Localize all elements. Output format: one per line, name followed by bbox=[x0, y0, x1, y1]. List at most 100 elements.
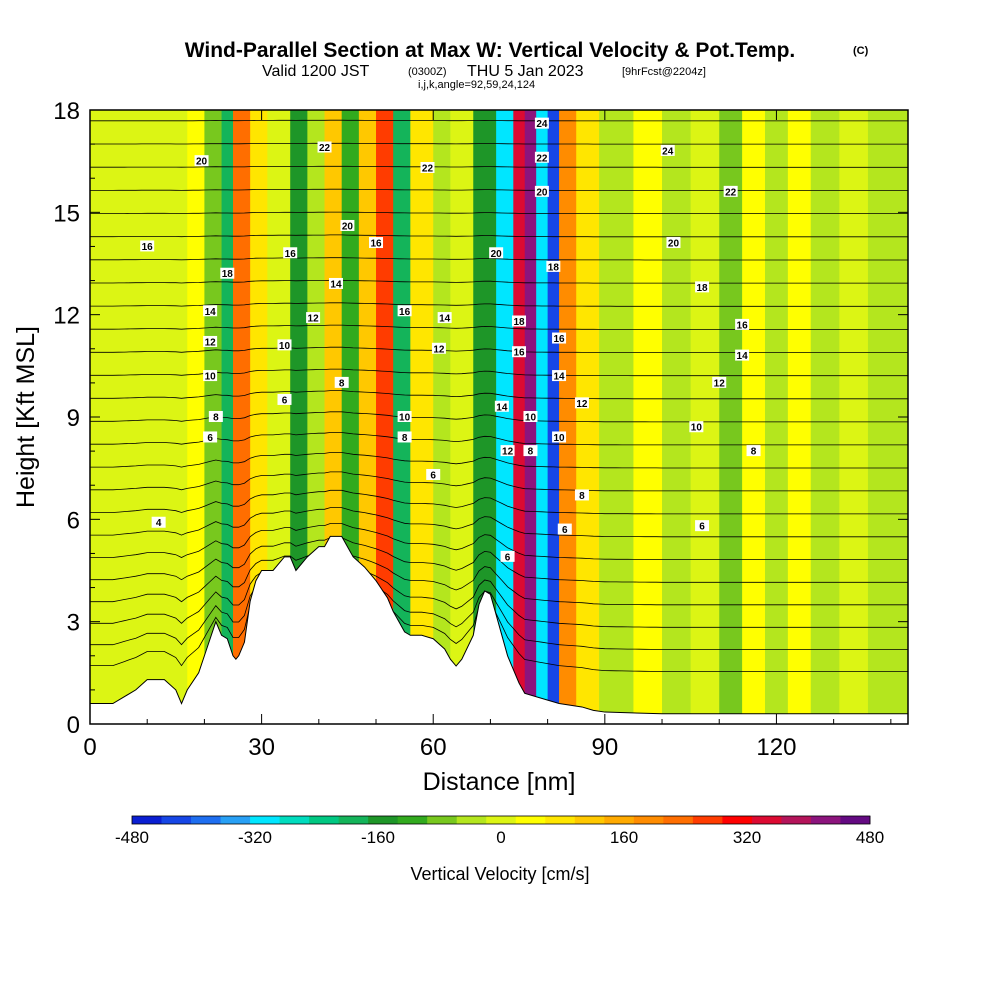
contour-label-bg bbox=[695, 281, 710, 293]
contour-label-bg bbox=[489, 247, 504, 259]
contour-label-text: 10 bbox=[554, 433, 566, 444]
contour-label-text: 24 bbox=[662, 146, 674, 157]
contour-label-text: 18 bbox=[222, 269, 234, 280]
isentrope-line-1 bbox=[90, 564, 908, 650]
x-tick-label: 0 bbox=[83, 734, 96, 761]
contour-label-text: 18 bbox=[548, 262, 560, 273]
contour-label-51: 6 bbox=[695, 520, 710, 533]
contour-label-text: 14 bbox=[439, 314, 451, 325]
valid-time-utc: (0300Z) bbox=[408, 66, 447, 78]
contour-label-16: 14 bbox=[328, 277, 343, 290]
contour-label-31: 14 bbox=[552, 370, 567, 383]
contour-label-text: 12 bbox=[576, 399, 588, 410]
contour-label-text: 8 bbox=[528, 447, 534, 458]
contour-label-bg bbox=[557, 523, 572, 535]
contour-label-7: 22 bbox=[723, 185, 738, 198]
contour-label-1: 22 bbox=[317, 141, 332, 154]
contour-label-bg bbox=[512, 346, 527, 358]
contour-label-15: 16 bbox=[283, 247, 298, 260]
contour-label-bg bbox=[397, 411, 412, 422]
contour-label-52: 6 bbox=[500, 550, 515, 563]
velocity-cell-25 bbox=[599, 110, 635, 724]
contour-label-bg bbox=[334, 376, 349, 388]
contour-label-bg bbox=[746, 445, 761, 457]
contour-label-bg bbox=[546, 260, 561, 272]
contour-label-text: 8 bbox=[213, 413, 219, 424]
potential-temperature-contours bbox=[90, 119, 908, 672]
contour-label-bg bbox=[369, 237, 384, 249]
contour-label-bg bbox=[534, 185, 549, 197]
colorbar-tick-label: 160 bbox=[610, 828, 638, 847]
velocity-cell-0 bbox=[90, 110, 188, 724]
contour-label-49: 4 bbox=[151, 516, 166, 529]
contour-label-bg bbox=[735, 318, 750, 330]
contour-label-bg bbox=[426, 468, 441, 480]
isentrope-line-24 bbox=[90, 119, 908, 122]
isentrope-line-4 bbox=[90, 537, 908, 583]
contour-label-text: 10 bbox=[525, 413, 537, 424]
contour-label-text: 20 bbox=[196, 157, 208, 168]
contour-label-bg bbox=[552, 370, 567, 382]
colorbar-title: Vertical Velocity [cm/s] bbox=[410, 864, 589, 884]
contour-label-24: 16 bbox=[735, 318, 750, 331]
contour-label-text: 14 bbox=[554, 372, 566, 383]
isentrope-line-12 bbox=[90, 390, 908, 400]
contour-label-text: 16 bbox=[554, 334, 566, 345]
contour-label-bg bbox=[523, 411, 538, 422]
x-tick-label: 60 bbox=[420, 734, 447, 761]
x-tick-label: 90 bbox=[591, 734, 618, 761]
colorbar-tick-label: 320 bbox=[733, 828, 761, 847]
isentrope-line-16 bbox=[90, 302, 908, 307]
colorbar-swatch bbox=[456, 816, 487, 824]
contour-label-text: 8 bbox=[402, 433, 408, 444]
contour-label-text: 12 bbox=[308, 314, 320, 325]
y-tick-label: 12 bbox=[53, 303, 80, 330]
velocity-cell-22 bbox=[547, 110, 560, 724]
velocity-cell-23 bbox=[559, 110, 577, 724]
colorbar-swatch bbox=[840, 816, 871, 824]
contour-label-44: 12 bbox=[500, 445, 515, 458]
contour-label-bg bbox=[437, 312, 452, 324]
x-axis: 0 30 60 90 120 bbox=[83, 110, 892, 761]
y-tick-label: 6 bbox=[67, 507, 80, 534]
isentrope-line-8 bbox=[90, 471, 908, 492]
contour-label-bg bbox=[317, 141, 332, 153]
contour-label-bg bbox=[552, 431, 567, 443]
contour-label-37: 14 bbox=[494, 400, 509, 413]
contour-label-text: 20 bbox=[668, 239, 680, 250]
y-tick-label: 0 bbox=[67, 712, 80, 739]
contour-label-26: 10 bbox=[277, 339, 292, 352]
colorbar-swatch bbox=[161, 816, 192, 824]
contour-label-bg bbox=[695, 520, 710, 532]
y-tick-label: 15 bbox=[53, 200, 80, 227]
colorbar-tick-label: 0 bbox=[496, 828, 505, 847]
contour-label-text: 16 bbox=[370, 239, 382, 250]
contour-label-38: 10 bbox=[523, 411, 538, 424]
contour-label-bg bbox=[512, 315, 527, 327]
contour-label-0: 20 bbox=[194, 155, 209, 168]
contour-labels: 20 22 22 24 22 20 24 22 16 20 16 20 18 20 18 16 14 18 14 12… bbox=[140, 117, 761, 563]
colorbar-swatch bbox=[338, 816, 369, 824]
isentrope-line-20 bbox=[90, 211, 908, 214]
contour-label-bg bbox=[208, 411, 223, 422]
contour-label-4: 22 bbox=[534, 151, 549, 164]
isentrope-line-6 bbox=[90, 507, 908, 538]
velocity-cell-19 bbox=[513, 110, 526, 724]
contour-label-text: 6 bbox=[207, 433, 213, 444]
contour-label-13: 20 bbox=[666, 237, 681, 250]
contour-label-bg bbox=[723, 185, 738, 197]
contour-label-46: 8 bbox=[746, 445, 761, 458]
contour-label-text: 10 bbox=[279, 341, 291, 352]
contour-label-28: 16 bbox=[512, 346, 527, 359]
contour-label-text: 22 bbox=[725, 187, 737, 198]
velocity-cell-15 bbox=[433, 110, 451, 724]
contour-label-bg bbox=[500, 550, 515, 562]
isentrope-line-17 bbox=[90, 279, 908, 284]
contour-label-bg bbox=[203, 431, 218, 443]
colorbar: -480 -320 -160 0 160 320 480 bbox=[115, 815, 884, 847]
contour-label-text: 14 bbox=[205, 307, 217, 318]
contour-label-bg bbox=[735, 349, 750, 361]
contour-label-text: 24 bbox=[536, 119, 548, 130]
grid-indices: i,j,k,angle=92,59,24,124 bbox=[418, 79, 535, 91]
